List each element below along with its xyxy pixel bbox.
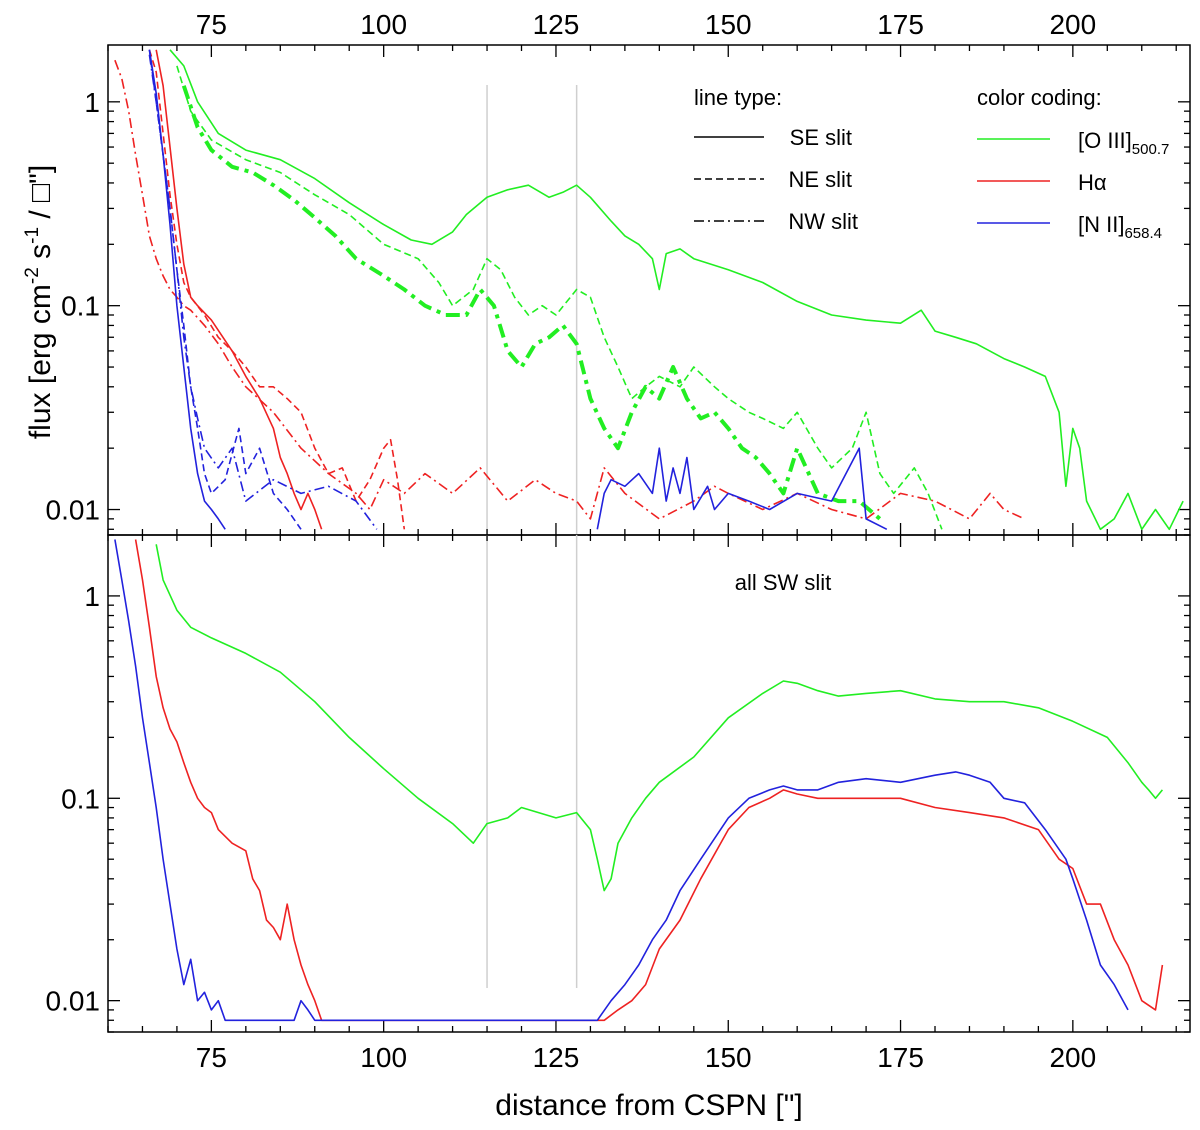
x-tick-label-top: 125 (533, 9, 580, 40)
legend-line-type-title: line type: (694, 85, 782, 110)
bottom-panel-annotation: all SW slit (735, 570, 832, 595)
x-tick-label-bottom: 100 (360, 1042, 407, 1073)
y-tick-label: 0.01 (46, 986, 101, 1017)
legend-color-nii: [N II]658.4 (977, 212, 1162, 242)
x-tick-label-bottom: 200 (1049, 1042, 1096, 1073)
bottom-plot-frame (107, 534, 1191, 1033)
x-tick-label-bottom: 125 (533, 1042, 580, 1073)
x-tick-label-top: 175 (877, 9, 924, 40)
x-tick-label-bottom: 175 (877, 1042, 924, 1073)
series-line--n-ii-nw-slit (148, 54, 378, 530)
y-tick-label: 1 (84, 87, 100, 118)
series-line-halpha-sw-slit (134, 539, 1164, 1022)
legend-line-type-dashed: NE slit (694, 167, 852, 192)
legend-color-halpha: Hα (977, 170, 1107, 195)
legend-color-oiii: [O III]500.7 (977, 128, 1169, 158)
x-tick-label-bottom: 75 (196, 1042, 227, 1073)
series-line-halpha-se-slit (155, 49, 323, 530)
legend-line-type-solid: SE slit (694, 125, 852, 150)
y-tick-label: 1 (84, 581, 100, 612)
y-tick-label: 0.01 (46, 495, 101, 526)
legend-nii-label: [N II]658.4 (1078, 212, 1162, 242)
x-tick-label-bottom: 150 (705, 1042, 752, 1073)
series-line-halpha-nw-slit (114, 59, 1025, 520)
legend-color-title: color coding: (977, 85, 1102, 110)
series-line--o-iii-ne-slit (176, 65, 943, 530)
x-tick-label-top: 200 (1049, 9, 1096, 40)
legend-line-type-dashdot: NW slit (694, 209, 858, 234)
y-axis-title: flux [erg cm-2 s-1 / □"] (22, 165, 57, 439)
x-tick-label-top: 100 (360, 9, 407, 40)
series-line-halpha-ne-slit (148, 49, 406, 530)
x-axis-title: distance from CSPN ["] (495, 1089, 802, 1122)
legend-oiii-label: [O III]500.7 (1078, 128, 1169, 158)
series-line--n-ii-ne-slit (148, 49, 302, 530)
legend-halpha-label: Hα (1078, 170, 1107, 195)
legend-nw-slit-label: NW slit (788, 209, 858, 234)
series-line--o-iii-se-slit (169, 49, 1184, 531)
y-tick-label: 0.1 (61, 783, 100, 814)
legend-se-slit-label: SE slit (790, 125, 852, 150)
x-tick-label-top: 150 (705, 9, 752, 40)
series-line--n-ii-central-knots (596, 447, 888, 531)
legend-ne-slit-label: NE slit (788, 167, 852, 192)
bottom-panel: 75 100 125 150 175 200 0.01 0.1 1 (46, 534, 1191, 1073)
series-line--o-iii-nw-slit (181, 85, 882, 521)
x-tick-label-top: 75 (196, 9, 227, 40)
y-tick-label: 0.1 (61, 291, 100, 322)
series-line--n-ii-sw-slit (114, 539, 1129, 1022)
series-line--n-ii-se-slit (148, 49, 226, 530)
series-line--o-iii-sw-slit (155, 544, 1164, 892)
top-panel: 75 100 125 150 175 200 0.01 0.1 1 (46, 9, 1191, 536)
